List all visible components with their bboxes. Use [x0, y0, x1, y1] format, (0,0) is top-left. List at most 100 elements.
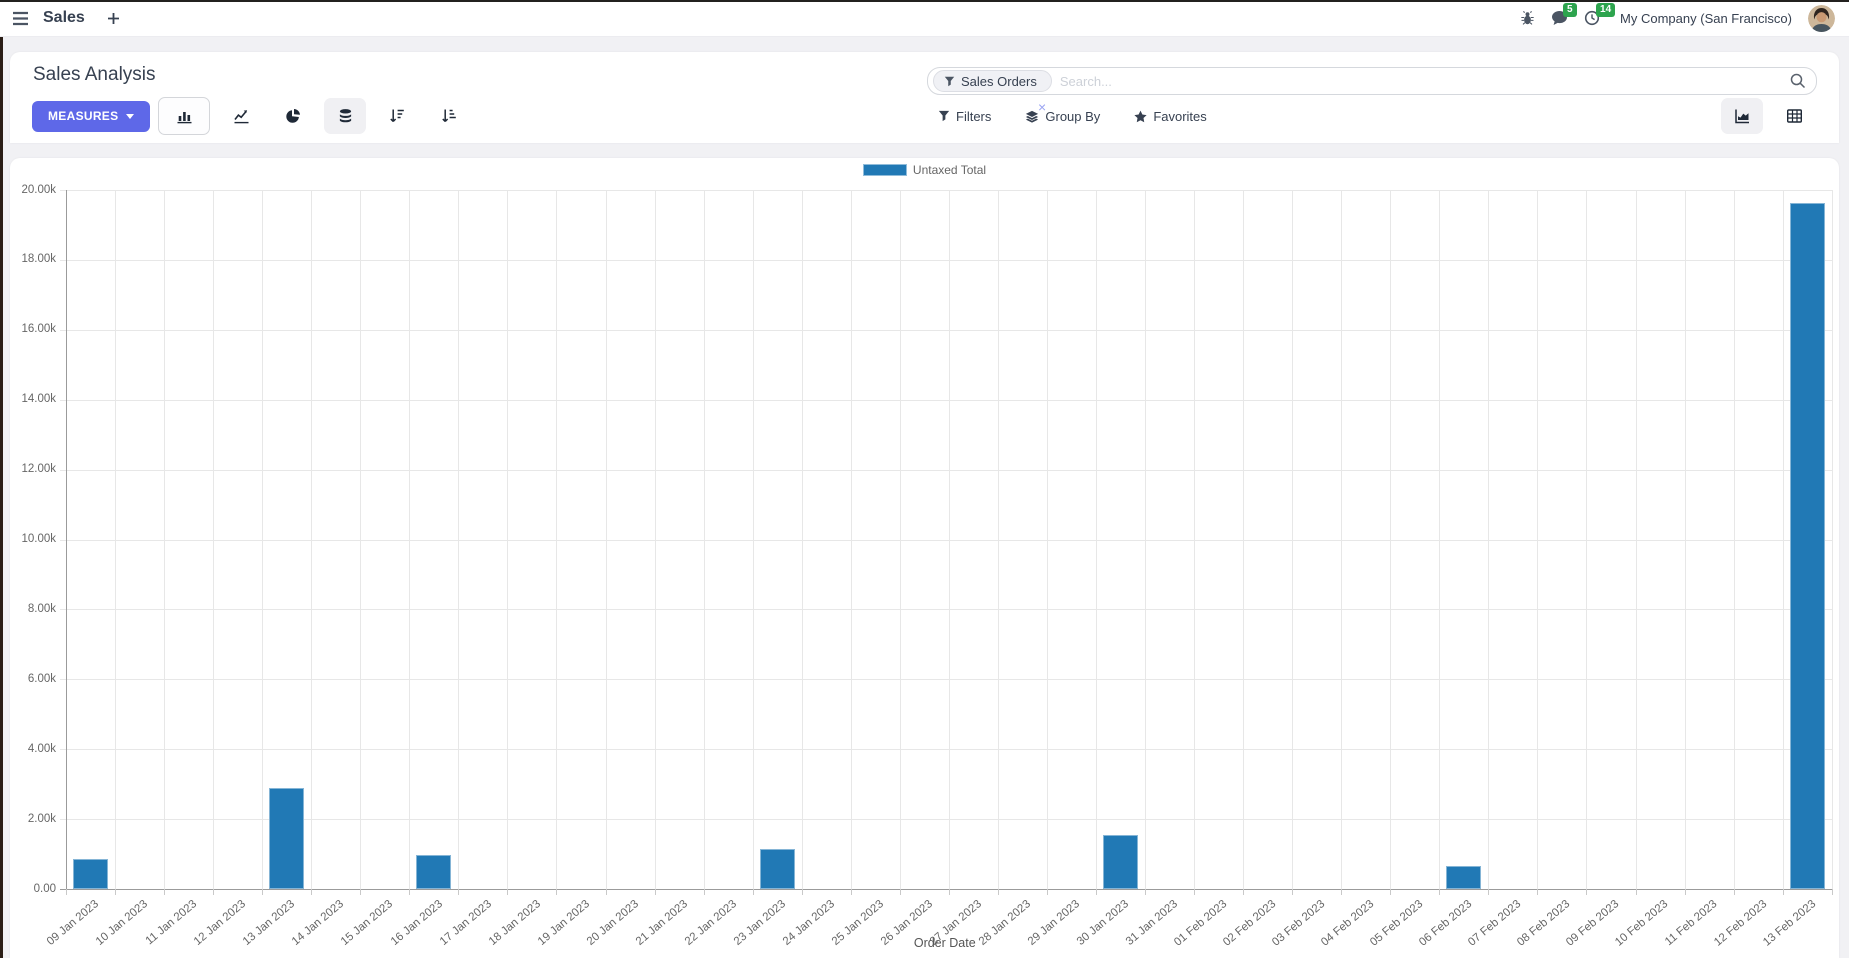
chat-icon[interactable]: 5	[1551, 3, 1577, 26]
screen-edge-artifact-left	[0, 37, 3, 958]
gridline-vertical	[1684, 190, 1686, 889]
search-facet[interactable]: Sales Orders	[933, 70, 1052, 92]
search-input[interactable]	[1059, 73, 1790, 89]
filter-icon	[944, 76, 955, 86]
pivot-view-button[interactable]	[1773, 98, 1815, 134]
menu-icon[interactable]	[12, 11, 29, 26]
bar[interactable]	[1103, 834, 1138, 889]
group-by-button[interactable]: Group By	[1025, 109, 1100, 124]
y-tick-label: 14.00k	[21, 393, 56, 406]
y-axis-line	[66, 190, 67, 889]
company-switcher[interactable]: My Company (San Francisco)	[1620, 10, 1792, 26]
x-tick-label: 18 Jan 2023	[486, 898, 543, 948]
x-tick-mark	[997, 889, 999, 895]
x-tick-label: 02 Feb 2023	[1221, 898, 1279, 949]
measures-button[interactable]: MEASURES	[32, 100, 151, 132]
sort-desc-button[interactable]	[376, 98, 418, 134]
avatar[interactable]	[1808, 4, 1835, 32]
bar[interactable]	[269, 787, 305, 889]
x-tick-label: 20 Jan 2023	[584, 898, 641, 948]
app-title[interactable]: Sales	[43, 9, 85, 26]
sort-desc-icon	[390, 109, 405, 123]
x-tick-label: 06 Feb 2023	[1417, 898, 1475, 949]
y-tick-label: 10.00k	[21, 533, 56, 545]
x-tick-mark	[703, 889, 705, 895]
sort-asc-icon	[442, 109, 457, 123]
x-tick-mark	[654, 889, 656, 895]
x-tick-mark	[360, 889, 362, 895]
x-tick-label: 13 Jan 2023	[241, 898, 298, 948]
x-tick-label: 13 Feb 2023	[1760, 898, 1818, 949]
bar-chart-plot: 0.00 2.00k 4.00k 6.00k 8.00k 10.00k 12.00k 14.0…	[10, 158, 1839, 958]
favorites-button[interactable]: Favorites	[1134, 108, 1207, 124]
x-tick-label: 28 Jan 2023	[976, 898, 1034, 948]
plus-icon[interactable]	[107, 12, 120, 25]
gridline-horizontal	[60, 679, 1832, 681]
x-tick-label: 11 Jan 2023	[143, 898, 200, 948]
line-chart-button[interactable]	[220, 98, 262, 134]
x-tick-label: 08 Feb 2023	[1515, 898, 1573, 949]
gridline-horizontal	[60, 259, 1832, 261]
gridline-vertical	[703, 190, 705, 889]
legend-swatch	[862, 164, 907, 176]
bug-icon[interactable]	[1520, 10, 1535, 26]
x-tick-mark	[507, 889, 509, 895]
x-tick-label: 10 Feb 2023	[1613, 898, 1671, 949]
x-tick-label: 07 Feb 2023	[1466, 898, 1524, 949]
x-tick-label: 29 Jan 2023	[1025, 898, 1083, 948]
x-tick-label: 03 Feb 2023	[1270, 898, 1328, 949]
bar[interactable]	[759, 848, 795, 889]
search-bar[interactable]: Sales Orders	[927, 67, 1817, 95]
x-tick-label: 10 Jan 2023	[94, 898, 151, 948]
bar[interactable]	[416, 854, 452, 889]
graph-view-button[interactable]	[1721, 98, 1763, 134]
search-icon[interactable]	[1790, 73, 1806, 89]
y-tick-label: 18.00k	[21, 253, 56, 266]
bar[interactable]	[1789, 203, 1825, 889]
x-tick-mark	[1537, 889, 1539, 895]
bar[interactable]	[1446, 865, 1482, 889]
bar[interactable]	[73, 859, 109, 889]
measures-label: MEASURES	[48, 109, 119, 123]
filters-button[interactable]: Filters	[938, 109, 991, 124]
pie-chart-button[interactable]	[272, 98, 314, 134]
gridline-vertical	[507, 190, 509, 889]
gridline-vertical	[115, 190, 117, 889]
x-tick-mark	[948, 889, 950, 895]
gridline-horizontal	[60, 749, 1832, 751]
gridline-vertical	[1046, 190, 1048, 889]
gridline-vertical	[213, 190, 215, 889]
gridline-vertical	[752, 190, 754, 889]
gridline-horizontal	[60, 190, 1832, 191]
bar-chart-icon	[177, 112, 192, 124]
gridline-horizontal	[60, 399, 1832, 401]
x-tick-mark	[1831, 889, 1833, 895]
pivot-icon	[1786, 109, 1802, 123]
gridline-vertical	[1733, 190, 1735, 889]
stacked-toggle-button[interactable]	[324, 98, 367, 134]
gridline-vertical	[801, 190, 803, 889]
gridline-vertical	[1488, 190, 1490, 889]
layers-icon	[1026, 110, 1039, 123]
favorites-label: Favorites	[1153, 108, 1207, 124]
gridline-vertical	[1292, 190, 1294, 889]
activity-badge: 14	[1596, 3, 1616, 17]
page-title: Sales Analysis	[33, 64, 156, 85]
y-tick-label: 0.00	[33, 882, 56, 895]
search-facet-label: Sales Orders	[961, 73, 1037, 89]
x-tick-label: 14 Jan 2023	[290, 898, 347, 948]
bar-chart-button[interactable]	[158, 97, 211, 135]
x-tick-mark	[1292, 889, 1294, 895]
x-tick-mark	[605, 889, 607, 895]
clock-icon[interactable]: 14	[1584, 3, 1616, 26]
x-axis-line	[60, 889, 1832, 890]
x-tick-label: 15 Jan 2023	[339, 898, 396, 948]
gridline-vertical	[164, 190, 166, 889]
y-tick-label: 6.00k	[27, 672, 56, 685]
x-tick-mark	[1439, 889, 1441, 895]
caret-down-icon	[126, 113, 135, 119]
facet-remove-button[interactable]: ×	[1038, 99, 1047, 115]
gridline-vertical	[1145, 190, 1147, 889]
sort-asc-button[interactable]	[428, 98, 470, 134]
chart-legend[interactable]: Untaxed Total	[10, 163, 1839, 177]
